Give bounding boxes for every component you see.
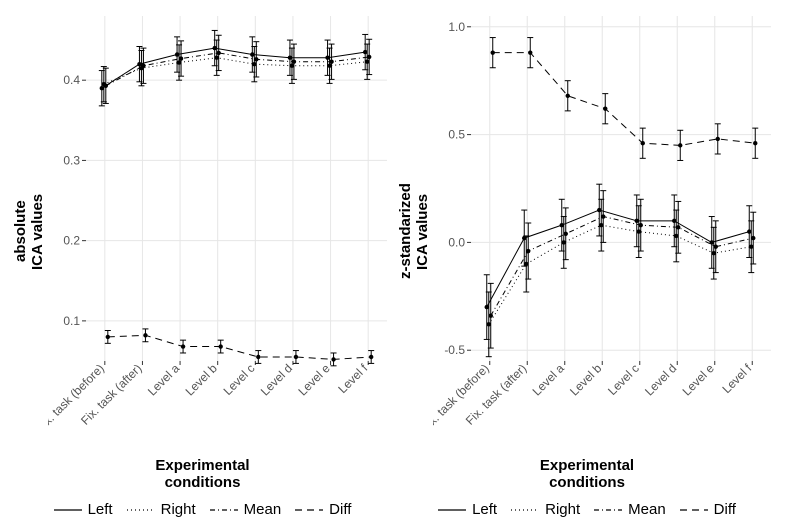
svg-text:0.1: 0.1 xyxy=(63,314,80,328)
legend-label-diff: Diff xyxy=(329,501,351,518)
panel-zstd: z-standarized ICA values -0.50.00.51.0Fi… xyxy=(395,10,779,526)
legend-item-right: Right xyxy=(127,501,196,518)
legend-zstd: Left Right Mean Diff xyxy=(395,497,779,526)
svg-text:0.0: 0.0 xyxy=(448,235,465,249)
legend-absolute: Left Right Mean Diff xyxy=(10,497,395,526)
legend-label-right: Right xyxy=(545,501,580,518)
legend-item-diff: Diff xyxy=(295,501,351,518)
legend-item-left: Left xyxy=(438,501,497,518)
plot-absolute: 0.10.20.30.4Fix. task (before)Fix. task … xyxy=(48,10,395,453)
svg-text:Level b: Level b xyxy=(567,361,604,398)
svg-text:Level f: Level f xyxy=(719,361,754,396)
legend-item-left: Left xyxy=(54,501,113,518)
ylabel-absolute: absolute ICA values xyxy=(10,10,48,453)
panels-row: absolute ICA values 0.10.20.30.4Fix. tas… xyxy=(10,10,779,526)
svg-text:1.0: 1.0 xyxy=(448,20,465,34)
svg-text:Level a: Level a xyxy=(145,361,182,398)
legend-label-mean: Mean xyxy=(244,501,282,518)
legend-label-left: Left xyxy=(472,501,497,518)
svg-text:Level d: Level d xyxy=(642,361,679,398)
legend-label-right: Right xyxy=(161,501,196,518)
legend-label-mean: Mean xyxy=(628,501,666,518)
svg-text:Level e: Level e xyxy=(295,361,332,398)
legend-item-mean: Mean xyxy=(594,501,666,518)
svg-text:Level f: Level f xyxy=(335,361,370,396)
legend-label-left: Left xyxy=(88,501,113,518)
svg-text:0.4: 0.4 xyxy=(63,73,80,87)
svg-text:Level c: Level c xyxy=(221,361,258,398)
svg-text:0.2: 0.2 xyxy=(63,234,80,248)
xlabel-zstd: Experimental conditions xyxy=(395,453,779,497)
svg-text:0.5: 0.5 xyxy=(448,128,465,142)
svg-text:Level b: Level b xyxy=(183,361,220,398)
xlabel-absolute: Experimental conditions xyxy=(10,453,395,497)
panel-absolute: absolute ICA values 0.10.20.30.4Fix. tas… xyxy=(10,10,395,526)
legend-item-right: Right xyxy=(511,501,580,518)
svg-text:-0.5: -0.5 xyxy=(444,343,465,357)
svg-text:Level d: Level d xyxy=(258,361,295,398)
legend-item-mean: Mean xyxy=(210,501,282,518)
plot-zstd: -0.50.00.51.0Fix. task (before)Fix. task… xyxy=(433,10,779,453)
svg-text:Level e: Level e xyxy=(680,361,717,398)
legend-item-diff: Diff xyxy=(680,501,736,518)
svg-text:Level a: Level a xyxy=(530,361,567,398)
legend-label-diff: Diff xyxy=(714,501,736,518)
svg-text:0.3: 0.3 xyxy=(63,153,80,167)
svg-text:Level c: Level c xyxy=(605,361,642,398)
figure: absolute ICA values 0.10.20.30.4Fix. tas… xyxy=(0,0,789,526)
ylabel-zstd: z-standarized ICA values xyxy=(395,10,433,453)
